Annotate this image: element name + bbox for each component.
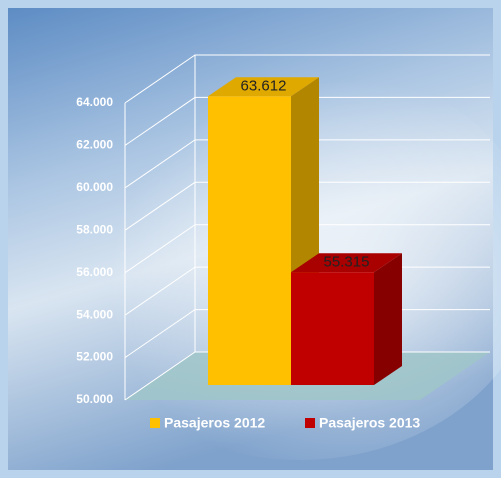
y-tick-label: 58.000 <box>76 222 113 236</box>
value-label: 63.612 <box>241 78 287 95</box>
bar-front <box>291 272 374 385</box>
bar-top <box>291 253 402 273</box>
grid-line <box>124 54 490 104</box>
value-label: 55.315 <box>324 254 370 271</box>
legend-label: Pasajeros 2013 <box>319 415 420 431</box>
grid-line <box>124 181 490 231</box>
grid-line <box>124 224 490 274</box>
y-tick-label: 60.000 <box>76 180 113 194</box>
y-tick-label: 64.000 <box>76 95 113 109</box>
grid-line <box>124 139 490 189</box>
y-tick-label: 50.000 <box>76 392 113 406</box>
legend-swatch <box>150 418 160 428</box>
legend-label: Pasajeros 2012 <box>164 415 265 431</box>
legend-swatch <box>305 418 315 428</box>
bar <box>291 253 402 385</box>
grid-line <box>124 96 490 146</box>
bar-side <box>374 253 402 385</box>
bar-top <box>208 77 319 97</box>
y-tick-label: 52.000 <box>76 350 113 364</box>
y-tick-label: 56.000 <box>76 265 113 279</box>
y-tick-label: 54.000 <box>76 307 113 321</box>
bar-front <box>208 96 291 385</box>
y-tick-label: 62.000 <box>76 138 113 152</box>
